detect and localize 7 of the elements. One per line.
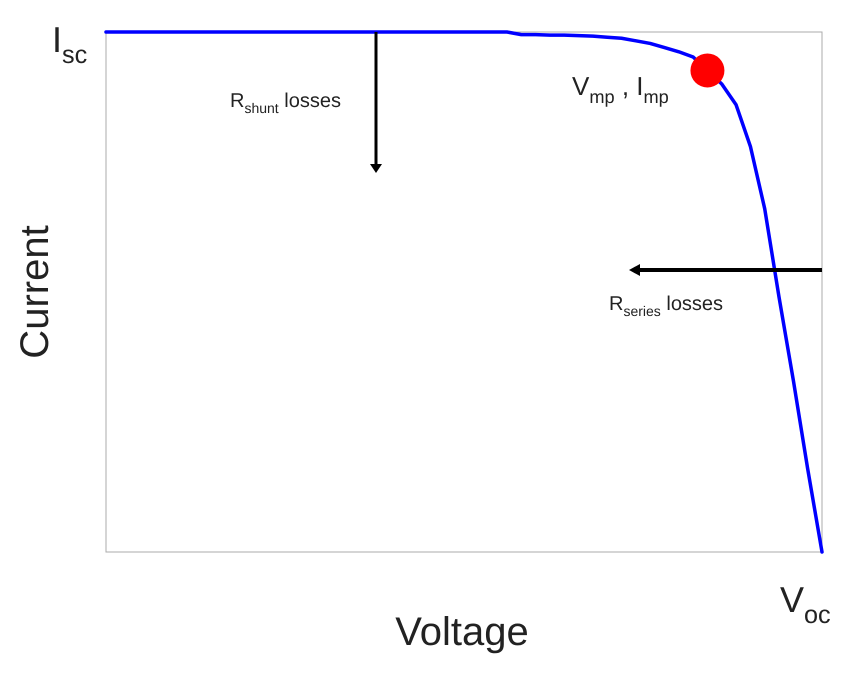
y-axis-title: Current (13, 225, 57, 359)
text: I$_{sc}$ (52, 19, 88, 70)
annotation: V$_{mp}$ , I$_{mp}$ (572, 71, 669, 108)
annotation: R$_{shunt}$ losses (230, 90, 341, 116)
x-axis-title: Voltage (395, 610, 529, 654)
text: V$_{oc}$ (780, 579, 831, 630)
annotation: R$_{series}$ losses (609, 293, 724, 320)
